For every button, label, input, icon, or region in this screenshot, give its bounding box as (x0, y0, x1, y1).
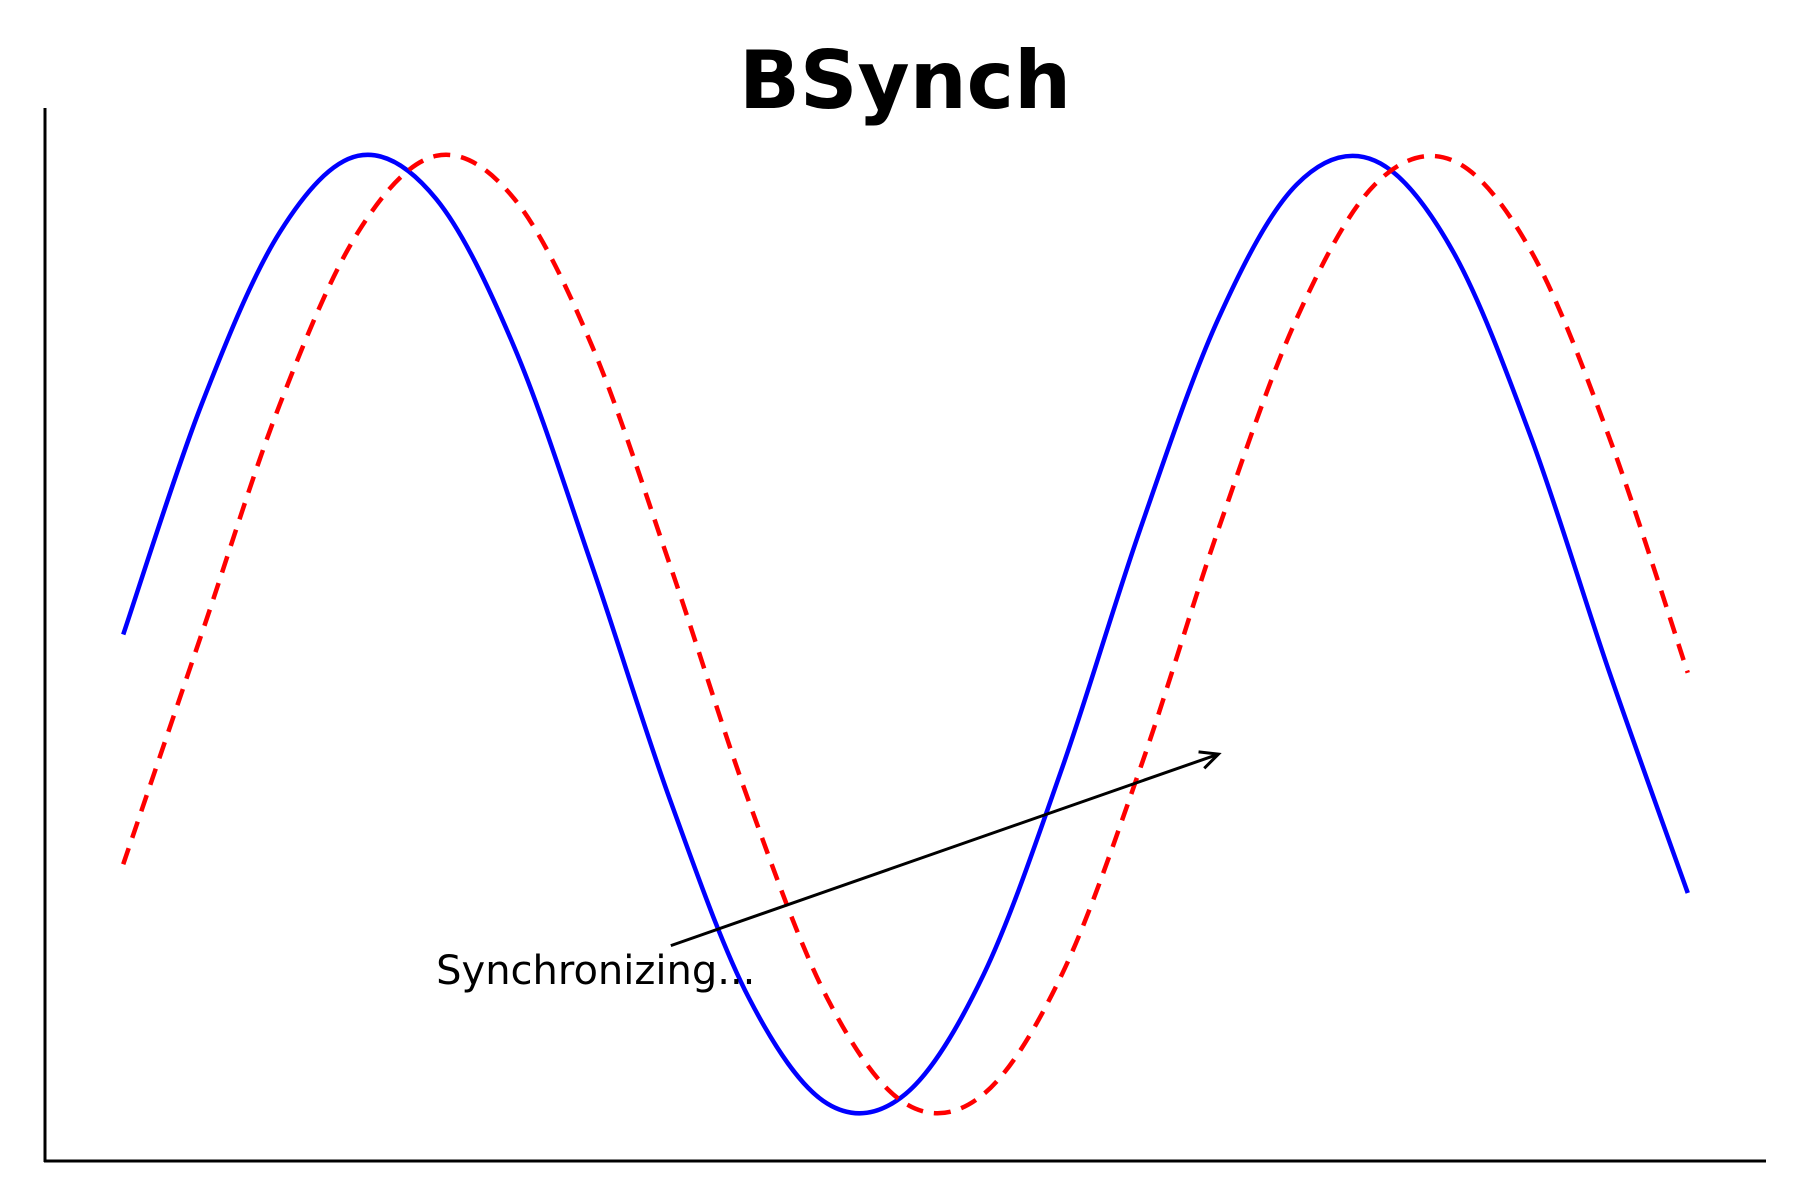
series-line-1 (121, 152, 1690, 1116)
annotation-label: Synchronizing... (436, 948, 755, 994)
series-layer (121, 152, 1690, 1116)
annotation-arrow-line (670, 752, 1219, 948)
chart-title: BSynch (739, 34, 1071, 127)
series-line-2 (121, 152, 1690, 1116)
annotation-arrow-head (1198, 750, 1222, 770)
annotation-layer: Synchronizing... (436, 750, 1222, 994)
